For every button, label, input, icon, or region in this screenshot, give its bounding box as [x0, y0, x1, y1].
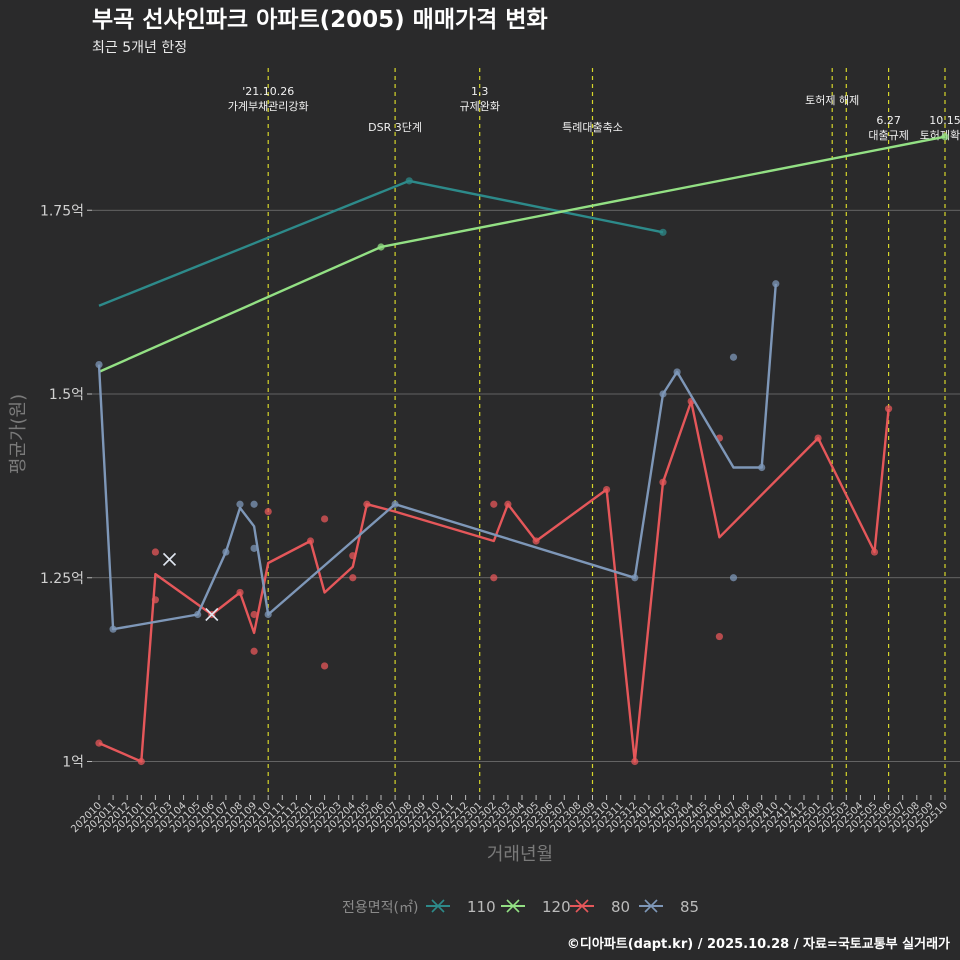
data-point: [758, 463, 766, 472]
x-axis: 2020102020112020122021012021022021032021…: [69, 795, 950, 835]
chart-title: 부곡 선샤인파크 아파트(2005) 매매가격 변화: [92, 7, 548, 33]
data-point: [236, 500, 244, 508]
legend-label-110: 110: [467, 898, 496, 916]
data-point: [659, 478, 667, 486]
data-point: [151, 596, 159, 604]
y-axis: 1억 1.25억 1.5억 1.75억: [40, 203, 92, 771]
data-point: [870, 548, 879, 556]
data-point: [659, 390, 667, 398]
y-tick-label: 1억: [62, 755, 84, 771]
data-point: [109, 625, 117, 633]
data-point: [377, 243, 385, 251]
gridlines: [92, 209, 960, 762]
y-tick-label: 1.75억: [40, 203, 84, 219]
caption: ©디아파트(dapt.kr) / 2025.10.28 / 자료=국토교통부 실…: [567, 936, 950, 952]
event-label: 6.27 대출규제: [868, 114, 908, 142]
x-axis-label: 거래년월: [487, 844, 553, 865]
data-point: [729, 353, 738, 361]
data-point: [490, 500, 498, 508]
y-axis-label: 평균가(원): [8, 394, 29, 474]
data-point: [772, 280, 780, 288]
data-cross: [162, 552, 177, 566]
legend-key-cross-80: [575, 899, 589, 913]
data-point: [405, 177, 413, 185]
data-point: [715, 632, 724, 641]
data-point: [504, 500, 512, 508]
legend-title: 전용면적(㎡): [342, 900, 418, 916]
data-point: [631, 757, 639, 766]
data-point: [941, 133, 949, 141]
series-110: [98, 177, 667, 307]
legend-label-80: 80: [611, 898, 630, 916]
data-point: [814, 434, 822, 442]
legend: 전용면적(㎡) 110 120 80 85: [342, 898, 699, 916]
data-point: [306, 537, 315, 545]
series-85: [95, 280, 780, 633]
data-point: [659, 228, 667, 236]
data-point: [349, 574, 357, 582]
data-point: [264, 508, 272, 516]
data-point: [673, 368, 681, 376]
event-label: DSR 3단계: [368, 121, 422, 134]
data-point: [885, 405, 893, 413]
event-label: 특례대출축소: [562, 121, 623, 134]
data-point: [264, 610, 272, 619]
data-point: [631, 574, 639, 582]
data-point: [532, 537, 540, 545]
data-point: [603, 485, 611, 494]
data-point: [95, 739, 103, 747]
y-tick-label: 1.25억: [40, 571, 84, 587]
data-point: [194, 610, 202, 619]
data-point: [222, 548, 230, 556]
series-line-85: [97, 283, 777, 631]
data-point: [137, 757, 145, 766]
series-120: [98, 133, 949, 373]
data-point: [321, 662, 329, 670]
data-point: [321, 515, 329, 523]
plot-area: [95, 133, 949, 766]
legend-label-85: 85: [680, 898, 699, 916]
chart-subtitle: 최근 5개년 한정: [92, 40, 187, 56]
legend-key-cross-120: [506, 899, 520, 913]
legend-key-cross-110: [431, 899, 445, 913]
event-label: 1.3 규제완화: [459, 85, 499, 113]
series-80: [95, 397, 893, 766]
data-point: [151, 548, 159, 556]
data-cross: [205, 607, 219, 622]
data-point: [250, 544, 258, 552]
data-point: [250, 647, 258, 655]
data-point: [490, 574, 498, 582]
data-point: [236, 588, 244, 597]
legend-key-cross-85: [644, 899, 658, 913]
data-point: [363, 500, 371, 508]
series-line-80: [98, 400, 890, 763]
series-line-110: [98, 179, 664, 307]
data-point: [349, 552, 357, 560]
data-point: [250, 500, 258, 508]
data-point: [729, 574, 738, 582]
event-label: 토허제 해제: [805, 93, 859, 107]
data-point: [250, 610, 258, 619]
y-tick-label: 1.5억: [49, 387, 84, 403]
event-label: '21.10.26 가계부채관리강화: [228, 85, 309, 113]
data-point: [95, 361, 103, 369]
legend-label-120: 120: [542, 898, 571, 916]
data-point: [391, 500, 399, 508]
